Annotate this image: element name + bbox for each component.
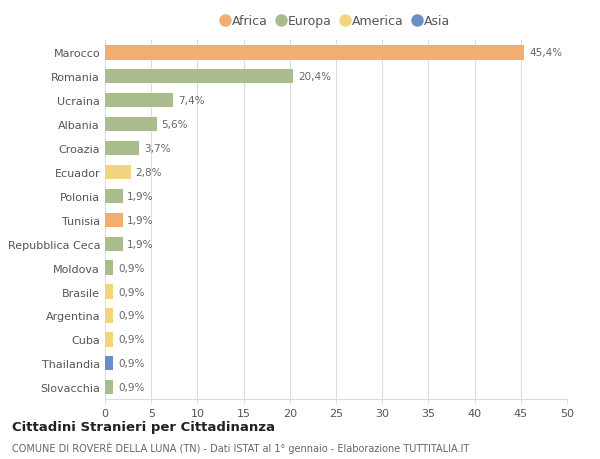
Text: Cittadini Stranieri per Cittadinanza: Cittadini Stranieri per Cittadinanza (12, 420, 275, 433)
Text: 5,6%: 5,6% (161, 120, 188, 130)
Bar (105, 118, 157, 132)
Text: 45,4%: 45,4% (529, 48, 562, 58)
Bar (105, 94, 173, 108)
Text: 0,9%: 0,9% (118, 358, 145, 369)
Bar (105, 285, 113, 299)
Bar (105, 46, 524, 61)
Bar (105, 189, 122, 204)
Text: 0,9%: 0,9% (118, 382, 145, 392)
Bar (105, 237, 122, 252)
Text: 3,7%: 3,7% (144, 144, 170, 154)
Bar (105, 261, 113, 275)
Text: 0,9%: 0,9% (118, 287, 145, 297)
Text: 0,9%: 0,9% (118, 311, 145, 321)
Bar (105, 356, 113, 371)
Bar (105, 213, 122, 228)
Legend: Africa, Europa, America, Asia: Africa, Europa, America, Asia (222, 15, 450, 28)
Bar (105, 70, 293, 84)
Text: 1,9%: 1,9% (127, 191, 154, 202)
Bar (105, 308, 113, 323)
Text: 7,4%: 7,4% (178, 96, 205, 106)
Text: 0,9%: 0,9% (118, 263, 145, 273)
Text: 20,4%: 20,4% (298, 72, 331, 82)
Text: COMUNE DI ROVERÈ DELLA LUNA (TN) - Dati ISTAT al 1° gennaio - Elaborazione TUTTI: COMUNE DI ROVERÈ DELLA LUNA (TN) - Dati … (12, 441, 469, 453)
Bar (105, 380, 113, 395)
Text: 1,9%: 1,9% (127, 239, 154, 249)
Text: 2,8%: 2,8% (136, 168, 162, 178)
Bar (105, 165, 131, 180)
Text: 0,9%: 0,9% (118, 335, 145, 345)
Bar (105, 332, 113, 347)
Text: 1,9%: 1,9% (127, 215, 154, 225)
Bar (105, 141, 139, 156)
